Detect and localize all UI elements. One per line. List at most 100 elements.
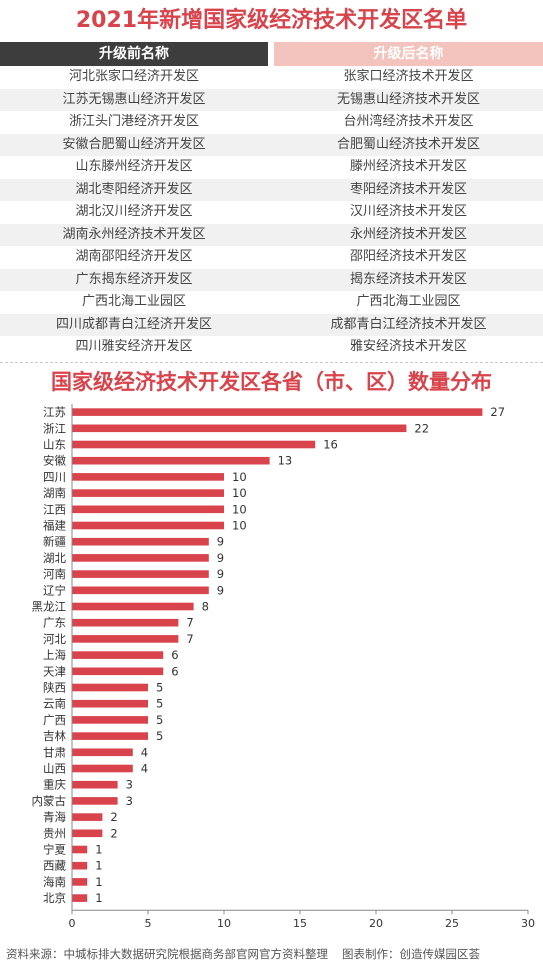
category-label: 河南 xyxy=(43,567,66,581)
value-label: 7 xyxy=(186,616,193,630)
category-label: 天津 xyxy=(43,664,66,678)
table-row: 江苏无锡惠山经济开发区 无锡惠山经济技术开发区 xyxy=(0,88,543,111)
after-name-cell: 永州经济技术开发区 xyxy=(349,226,467,242)
before-name-cell: 山东滕州经济开发区 xyxy=(75,159,193,174)
after-name-cell: 邵阳经济技术开发区 xyxy=(349,249,467,264)
table-header: 升级前名称 升级后名称 xyxy=(0,42,543,66)
value-label: 3 xyxy=(126,778,133,792)
value-label: 9 xyxy=(217,551,224,565)
bar xyxy=(72,813,103,821)
bar xyxy=(72,586,209,595)
category-label: 山东 xyxy=(43,438,66,452)
bar xyxy=(72,861,88,870)
table-row: 河北张家口经济开发区 张家口经济技术开发区 xyxy=(0,66,543,89)
category-label: 广西 xyxy=(43,713,66,727)
before-name-cell: 广东揭东经济开发区 xyxy=(75,271,193,287)
table-row: 广东揭东经济开发区 揭东经济技术开发区 xyxy=(0,268,543,291)
category-label: 北京 xyxy=(43,891,66,905)
category-label: 新疆 xyxy=(43,535,66,549)
value-label: 10 xyxy=(232,486,247,500)
bar xyxy=(72,878,88,886)
value-label: 5 xyxy=(156,697,163,711)
source-note: 资料来源：中城标排大数据研究院根据商务部官网官方资料整理 xyxy=(6,947,328,961)
value-label: 1 xyxy=(95,859,102,873)
category-label: 山西 xyxy=(43,762,66,776)
category-label: 河北 xyxy=(43,632,66,646)
bar xyxy=(72,505,224,514)
before-name-cell: 湖南永州经济技术开发区 xyxy=(62,226,206,242)
category-label: 重庆 xyxy=(43,778,66,792)
category-label: 江西 xyxy=(43,502,66,516)
category-label: 西藏 xyxy=(43,859,66,873)
bar xyxy=(72,440,316,449)
bar xyxy=(72,780,118,789)
bar xyxy=(72,683,148,692)
table-row: 广西北海工业园区 广西北海工业园区 xyxy=(0,291,543,314)
category-label: 安徽 xyxy=(43,454,66,468)
bar xyxy=(72,635,179,643)
value-label: 5 xyxy=(156,681,163,695)
category-label: 湖北 xyxy=(43,551,66,565)
bar xyxy=(72,473,224,481)
x-tick-label: 10 xyxy=(217,917,231,930)
category-label: 广东 xyxy=(43,616,66,630)
table-row: 湖北枣阳经济开发区 枣阳经济技术开发区 xyxy=(0,178,543,201)
category-label: 浙江 xyxy=(43,421,66,435)
after-name-cell: 广西北海工业园区 xyxy=(356,294,461,309)
value-label: 9 xyxy=(217,535,224,549)
table-row: 四川成都青白江经济开发区 成都青白江经济技术开发区 xyxy=(0,313,543,336)
bar xyxy=(72,408,483,416)
category-label: 陕西 xyxy=(43,681,66,695)
table-row: 山东滕州经济开发区 滕州经济技术开发区 xyxy=(0,156,543,179)
category-label: 江苏 xyxy=(43,405,66,419)
bar xyxy=(72,699,148,708)
category-label: 四川 xyxy=(43,470,66,484)
bar xyxy=(72,618,179,627)
value-label: 9 xyxy=(217,567,224,581)
value-label: 1 xyxy=(95,891,102,905)
bar xyxy=(72,667,164,676)
bar xyxy=(72,845,88,854)
x-tick-label: 25 xyxy=(445,917,459,930)
after-name-cell: 雅安经济技术开发区 xyxy=(349,339,467,354)
bar xyxy=(72,537,209,546)
bar xyxy=(72,651,164,659)
before-name-cell: 四川成都青白江经济开发区 xyxy=(55,316,212,332)
value-label: 16 xyxy=(323,438,338,452)
value-label: 5 xyxy=(156,713,163,727)
bar xyxy=(72,716,148,724)
value-label: 9 xyxy=(217,583,224,597)
after-name-cell: 滕州经济技术开发区 xyxy=(349,159,467,174)
x-tick-label: 15 xyxy=(293,917,307,930)
value-label: 1 xyxy=(95,843,102,857)
bar xyxy=(72,602,194,611)
after-name-cell: 成都青白江经济技术开发区 xyxy=(330,316,487,332)
zone-list-table: 河北张家口经济开发区 张家口经济技术开发区 江苏无锡惠山经济开发区 无锡惠山经济技术开… xyxy=(0,66,543,359)
value-label: 10 xyxy=(232,519,247,533)
value-label: 4 xyxy=(141,762,148,776)
category-label: 黑龙江 xyxy=(32,600,67,614)
before-name-cell: 浙江头门港经济开发区 xyxy=(68,114,199,129)
bar xyxy=(72,570,209,578)
value-label: 7 xyxy=(186,632,193,646)
bar xyxy=(72,489,224,497)
category-label: 上海 xyxy=(43,648,66,662)
before-name-cell: 湖北枣阳经济开发区 xyxy=(75,181,193,197)
maker-note: 图表制作：创造传媒园区荟 xyxy=(342,947,480,961)
header-before-name: 升级前名称 xyxy=(0,42,268,66)
after-name-cell: 台州湾经济技术开发区 xyxy=(343,114,474,129)
x-tick-label: 0 xyxy=(69,917,76,930)
table-row: 湖南永州经济技术开发区 永州经济技术开发区 xyxy=(0,223,543,246)
before-name-cell: 河北张家口经济开发区 xyxy=(68,69,199,84)
bar xyxy=(72,748,133,757)
section-divider xyxy=(0,362,543,363)
before-name-cell: 湖南邵阳经济开发区 xyxy=(75,249,193,264)
after-name-cell: 合肥蜀山经济技术开发区 xyxy=(336,136,480,152)
value-label: 22 xyxy=(414,421,429,435)
bar xyxy=(72,424,407,433)
before-name-cell: 湖北汉川经济开发区 xyxy=(75,204,193,219)
after-name-cell: 揭东经济技术开发区 xyxy=(349,271,467,287)
bar xyxy=(72,732,148,740)
footer: 资料来源：中城标排大数据研究院根据商务部官网官方资料整理 图表制作：创造传媒园区荟 xyxy=(6,945,541,963)
